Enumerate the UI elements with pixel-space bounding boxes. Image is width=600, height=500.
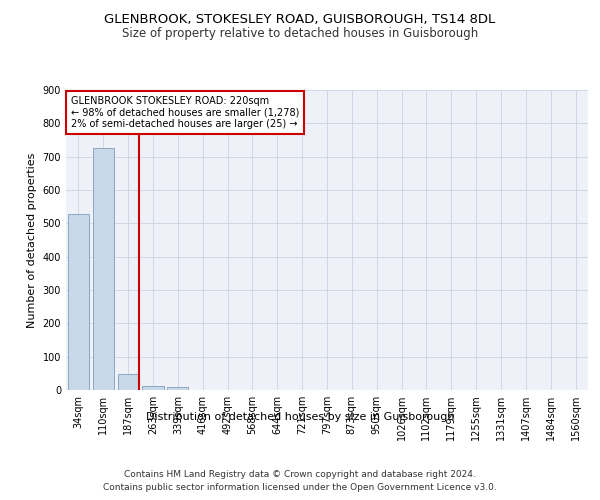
Bar: [68, 214, 89, 390]
Text: Distribution of detached houses by size in Guisborough: Distribution of detached houses by size …: [146, 412, 454, 422]
Bar: [93, 148, 114, 390]
Bar: [167, 386, 188, 390]
Text: Contains HM Land Registry data © Crown copyright and database right 2024.: Contains HM Land Registry data © Crown c…: [124, 470, 476, 479]
Text: GLENBROOK STOKESLEY ROAD: 220sqm
← 98% of detached houses are smaller (1,278)
2%: GLENBROOK STOKESLEY ROAD: 220sqm ← 98% o…: [71, 96, 299, 129]
Y-axis label: Number of detached properties: Number of detached properties: [27, 152, 37, 328]
Text: GLENBROOK, STOKESLEY ROAD, GUISBOROUGH, TS14 8DL: GLENBROOK, STOKESLEY ROAD, GUISBOROUGH, …: [104, 12, 496, 26]
Text: Size of property relative to detached houses in Guisborough: Size of property relative to detached ho…: [122, 28, 478, 40]
Text: Contains public sector information licensed under the Open Government Licence v3: Contains public sector information licen…: [103, 482, 497, 492]
Bar: [142, 386, 164, 390]
Bar: [118, 374, 139, 390]
